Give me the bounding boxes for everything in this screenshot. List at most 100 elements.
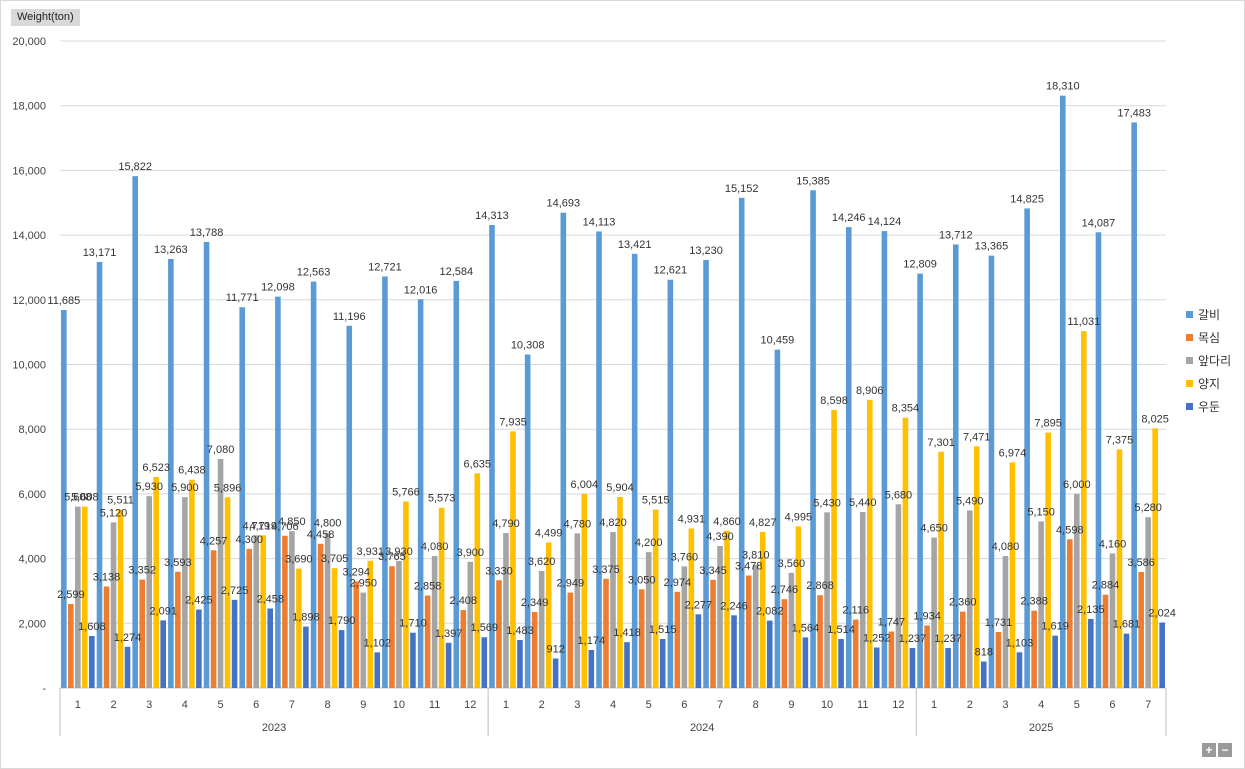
- bar: [895, 504, 902, 688]
- x-tick-label: 2: [967, 699, 973, 711]
- bar: [1067, 539, 1073, 688]
- data-label: 8,598: [820, 395, 848, 407]
- data-label: 10,459: [761, 335, 795, 347]
- zoom-in-button[interactable]: +: [1202, 743, 1216, 757]
- legend-swatch: [1186, 334, 1193, 341]
- data-label: 3,294: [342, 566, 370, 578]
- data-label: 13,171: [83, 247, 117, 259]
- x-group-label: 2025: [1029, 722, 1053, 734]
- data-label: 912: [546, 643, 564, 655]
- data-label: 12,098: [261, 282, 295, 294]
- bar: [560, 212, 567, 688]
- bar: [175, 571, 181, 688]
- data-label: 7,080: [207, 444, 235, 456]
- data-label: 3,765: [378, 551, 406, 563]
- data-label: 12,721: [368, 261, 402, 273]
- bar: [917, 273, 923, 688]
- y-tick-label: 8,000: [18, 424, 46, 436]
- bar: [724, 530, 730, 688]
- bar: [552, 658, 559, 688]
- legend-swatch: [1186, 403, 1193, 410]
- x-tick-label: 5: [646, 699, 652, 711]
- bar: [810, 190, 816, 688]
- bar: [1102, 594, 1109, 688]
- bar: [453, 280, 460, 688]
- x-tick-label: 6: [1109, 699, 1115, 711]
- bar: [253, 535, 260, 688]
- x-tick-label: 3: [146, 699, 152, 711]
- bar: [110, 522, 117, 688]
- bar: [1038, 521, 1044, 688]
- data-label: 1,710: [399, 618, 427, 630]
- x-group-label: 2023: [262, 722, 286, 734]
- data-label: 5,120: [100, 507, 128, 519]
- legend-item[interactable]: 우둔: [1186, 395, 1231, 418]
- data-label: 1,790: [328, 615, 356, 627]
- bar: [1131, 122, 1137, 689]
- bar: [752, 564, 759, 688]
- data-label: 14,313: [475, 210, 509, 222]
- bar: [717, 545, 723, 688]
- bar: [538, 570, 545, 688]
- x-tick-label: 1: [75, 699, 81, 711]
- bar: [588, 650, 595, 688]
- data-label: 2,868: [806, 580, 834, 592]
- data-label: 1,747: [878, 616, 906, 628]
- bar: [360, 592, 367, 688]
- legend-item[interactable]: 목심: [1186, 326, 1231, 349]
- data-label: 5,900: [171, 482, 199, 494]
- bar: [389, 566, 395, 688]
- legend-item[interactable]: 앞다리: [1186, 349, 1231, 372]
- x-tick-label: 12: [464, 699, 476, 711]
- bar: [124, 646, 131, 688]
- bar: [132, 176, 138, 688]
- x-tick-label: 3: [574, 699, 580, 711]
- data-label: 7,471: [963, 431, 991, 443]
- legend-label: 목심: [1198, 331, 1221, 345]
- bar: [410, 632, 416, 688]
- y-tick-label: 20,000: [12, 36, 46, 48]
- zoom-out-button[interactable]: −: [1218, 743, 1232, 757]
- data-label: 10,308: [511, 340, 545, 352]
- data-label: 13,263: [154, 244, 188, 256]
- bar: [710, 579, 716, 688]
- data-label: 1,174: [578, 635, 606, 647]
- x-tick-label: 9: [788, 699, 794, 711]
- data-label: 4,458: [307, 529, 335, 541]
- data-label: 2,746: [771, 584, 799, 596]
- data-label: 1,608: [78, 621, 106, 633]
- bar: [317, 543, 324, 688]
- x-tick-label: 10: [821, 699, 833, 711]
- bar: [260, 535, 267, 688]
- bar: [624, 642, 630, 688]
- data-label: 11,196: [333, 311, 366, 323]
- bar: [353, 581, 360, 688]
- data-label: 2,360: [949, 597, 977, 609]
- data-label: 4,850: [278, 516, 306, 528]
- y-tick-label: 12,000: [12, 295, 46, 307]
- data-label: 6,635: [464, 458, 492, 470]
- x-tick-label: 9: [360, 699, 366, 711]
- data-label: 2,024: [1148, 608, 1176, 620]
- bar: [938, 451, 944, 688]
- bar: [945, 647, 951, 688]
- data-label: 1,514: [827, 624, 855, 636]
- data-label: 3,375: [592, 564, 620, 576]
- data-label: 3,760: [671, 551, 699, 563]
- bar: [667, 279, 674, 688]
- y-tick-label: 14,000: [12, 230, 46, 242]
- bar: [545, 542, 552, 688]
- data-label: 4,719: [249, 520, 277, 532]
- bar: [788, 572, 795, 688]
- legend-item[interactable]: 양지: [1186, 372, 1231, 395]
- bar: [1052, 635, 1058, 688]
- bar: [902, 417, 909, 688]
- bar: [652, 509, 659, 688]
- data-label: 13,365: [975, 241, 1009, 253]
- data-label: 1,619: [1041, 621, 1069, 633]
- data-label: 2,949: [557, 578, 585, 590]
- legend-item[interactable]: 갈비: [1186, 303, 1231, 326]
- data-label: 3,352: [128, 565, 156, 577]
- data-label: 3,050: [628, 574, 656, 586]
